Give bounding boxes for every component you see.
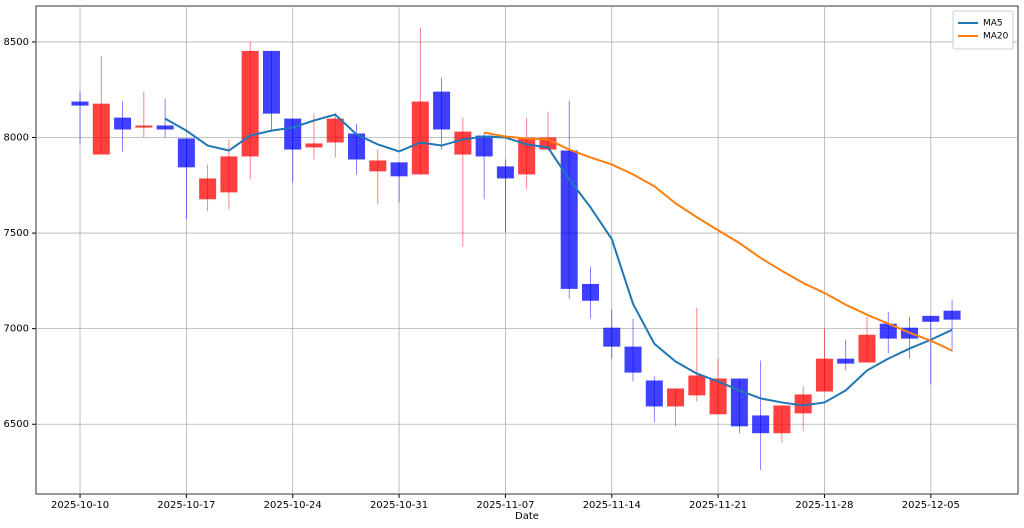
- candle-body: [496, 166, 514, 179]
- ma-line: [164, 113, 953, 407]
- x-tick-label: 2025-11-14: [583, 500, 641, 511]
- candle-body: [262, 50, 280, 114]
- x-tick-label: 2025-10-31: [370, 500, 428, 511]
- y-tick-label: 8000: [4, 133, 29, 144]
- candle-body: [284, 118, 302, 150]
- candle-body: [71, 101, 89, 106]
- x-tick-label: 2025-10-10: [51, 500, 109, 511]
- candle-body: [943, 310, 961, 320]
- candle-body: [390, 162, 408, 177]
- x-tick-label: 2025-12-05: [902, 500, 960, 511]
- candle-body: [667, 388, 685, 407]
- grid: [36, 6, 1018, 494]
- candle-body: [475, 135, 493, 157]
- candle-body: [624, 346, 642, 373]
- x-tick-label: 2025-11-28: [795, 500, 853, 511]
- x-tick-label: 2025-11-07: [476, 500, 534, 511]
- candle-body: [135, 125, 153, 128]
- candle-body: [879, 323, 897, 339]
- x-axis-label: Date: [515, 511, 539, 522]
- candle-body: [603, 327, 621, 347]
- candle-body: [858, 334, 876, 363]
- candle-body: [369, 160, 387, 172]
- candle-body: [773, 405, 791, 434]
- candle-body: [518, 137, 536, 175]
- y-tick-label: 7000: [4, 324, 29, 335]
- candle-body: [752, 415, 770, 434]
- candle-body: [241, 50, 259, 157]
- legend-box: [952, 10, 1014, 50]
- candle-body: [411, 101, 429, 175]
- x-tick-label: 2025-10-17: [157, 500, 215, 511]
- candle-body: [688, 375, 706, 396]
- candle-body: [645, 380, 663, 407]
- candle-body: [815, 358, 833, 392]
- y-tick-label: 6500: [4, 419, 29, 430]
- candle-body: [581, 283, 599, 301]
- candle-body: [837, 358, 855, 364]
- candle-body: [177, 138, 195, 168]
- candle-body: [114, 117, 132, 130]
- candle-body: [92, 103, 110, 155]
- candle-body: [454, 131, 472, 155]
- candle-body: [794, 394, 812, 414]
- x-tick-label: 2025-11-21: [689, 500, 747, 511]
- x-tick-label: 2025-10-24: [264, 500, 322, 511]
- legend-label: MA20: [983, 32, 1009, 42]
- plot-frame: [35, 5, 1019, 495]
- y-tick-label: 7500: [4, 228, 29, 239]
- legend-label: MA5: [983, 19, 1003, 29]
- candle-body: [156, 125, 174, 130]
- candle-body: [326, 118, 344, 143]
- candle-body: [348, 133, 366, 160]
- candle-body: [433, 91, 451, 130]
- candle-body: [709, 378, 727, 415]
- candle-body: [922, 315, 940, 322]
- candle-body: [730, 378, 748, 427]
- y-tick-label: 8500: [4, 37, 29, 48]
- ma-line: [483, 131, 953, 352]
- candle-body: [305, 143, 323, 148]
- candle-body: [199, 178, 217, 200]
- candle-body: [220, 156, 238, 193]
